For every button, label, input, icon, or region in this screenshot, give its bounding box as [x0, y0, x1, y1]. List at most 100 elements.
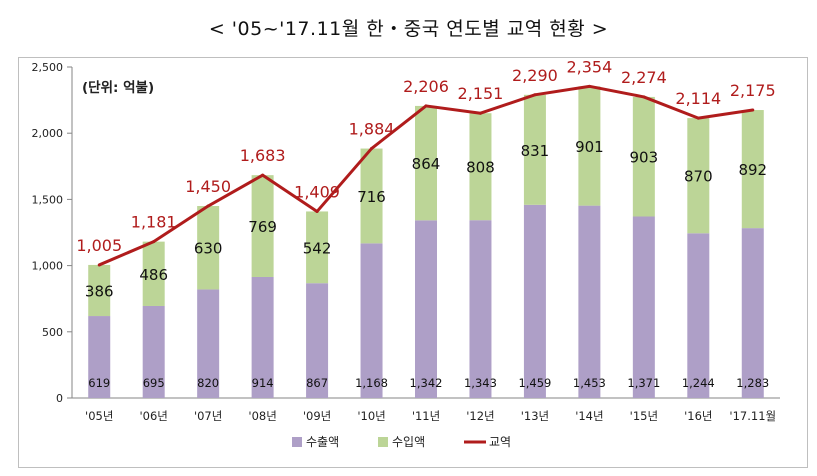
line-point [751, 108, 755, 112]
data-label-import: 901 [575, 138, 604, 156]
y-tick-label: 2,500 [32, 61, 64, 74]
bar-import [142, 241, 165, 306]
x-tick-label: '15년 [630, 409, 658, 423]
data-label-import: 716 [357, 188, 386, 206]
bar-export [687, 233, 710, 398]
line-point [642, 95, 646, 99]
data-label-export: 1,168 [355, 376, 388, 390]
bar-export [415, 220, 437, 398]
line-point [696, 116, 700, 120]
x-tick-label: '10년 [357, 409, 385, 423]
bar-import [741, 110, 764, 229]
line-point [533, 93, 537, 97]
data-label-export: 1,342 [410, 376, 443, 390]
data-label-total: 1,005 [76, 236, 122, 255]
data-label-total: 1,450 [185, 177, 231, 196]
data-label-import: 870 [684, 168, 713, 186]
data-label-total: 2,206 [403, 77, 449, 96]
data-label-total: 1,409 [294, 182, 340, 201]
data-label-import: 486 [139, 266, 168, 284]
bar-export [741, 228, 764, 398]
data-label-export: 1,244 [682, 376, 715, 390]
chart-frame [18, 57, 808, 468]
bar-export [306, 283, 329, 398]
data-label-import: 831 [521, 142, 550, 160]
data-label-total: 2,290 [512, 66, 558, 85]
bar-export [523, 204, 546, 398]
x-tick-label: '09년 [303, 409, 331, 423]
x-tick-label: '08년 [248, 409, 276, 423]
y-tick-label: 0 [56, 392, 63, 405]
data-label-export: 695 [143, 376, 165, 390]
bar-import [687, 118, 710, 234]
line-point [261, 173, 265, 177]
data-label-export: 820 [197, 376, 219, 390]
x-tick-label: '12년 [466, 409, 494, 423]
data-label-export: 1,453 [573, 376, 606, 390]
legend-label: 수출액 [306, 435, 339, 449]
legend-label: 교역 [489, 435, 511, 449]
line-point [315, 209, 319, 213]
bar-export [578, 205, 601, 398]
data-label-export: 1,371 [627, 376, 660, 390]
data-label-export: 1,283 [736, 376, 769, 390]
bar-import [197, 206, 220, 290]
data-label-import: 769 [248, 218, 277, 236]
line-point [478, 111, 482, 115]
data-label-import: 892 [738, 161, 767, 179]
legend-label: 수입액 [392, 435, 425, 449]
data-label-export: 1,459 [518, 376, 551, 390]
data-label-total: 1,181 [131, 213, 177, 232]
chart-title: < '05~'17.11월 한・중국 연도별 교역 현황 > [208, 18, 609, 40]
data-label-total: 2,354 [566, 57, 612, 76]
bar-import [88, 264, 111, 317]
bar-import [578, 86, 601, 206]
bar-import [523, 94, 546, 205]
data-label-total: 2,274 [621, 68, 667, 87]
x-tick-label: '07년 [194, 409, 222, 423]
bar-import [632, 96, 655, 217]
data-label-total: 2,114 [675, 89, 721, 108]
bar-export [469, 220, 492, 398]
data-label-export: 914 [252, 376, 274, 390]
y-tick-label: 2,000 [32, 127, 64, 140]
x-tick-label: '05년 [85, 409, 113, 423]
x-tick-label: '16년 [684, 409, 712, 423]
legend-swatch [378, 437, 388, 447]
data-label-export: 867 [306, 376, 328, 390]
x-tick-label: '14년 [575, 409, 603, 423]
bar-import [415, 105, 437, 221]
line-point [370, 147, 374, 151]
legend-swatch [292, 437, 302, 447]
data-label-import: 864 [412, 155, 441, 173]
data-label-total: 2,175 [730, 81, 776, 100]
line-point [152, 240, 156, 244]
data-label-export: 619 [88, 376, 110, 390]
line-point [97, 263, 101, 267]
bar-export [88, 316, 111, 398]
bar-export [142, 305, 165, 398]
data-label-import: 808 [466, 159, 495, 177]
bar-import [251, 175, 274, 277]
y-tick-label: 1,500 [32, 193, 64, 206]
bar-export [197, 289, 220, 398]
bar-import [469, 113, 492, 221]
x-tick-label: '06년 [140, 409, 168, 423]
bar-import [360, 148, 383, 244]
bar-import [306, 211, 329, 284]
data-label-total: 2,151 [458, 84, 504, 103]
data-label-total: 1,884 [349, 120, 395, 139]
x-tick-label: '17.11월 [729, 409, 776, 423]
bar-export [360, 243, 383, 398]
y-tick-label: 500 [42, 326, 63, 339]
y-tick-label: 1,000 [32, 260, 64, 273]
data-label-import: 630 [194, 240, 223, 258]
data-label-total: 1,683 [240, 146, 286, 165]
data-label-import: 903 [630, 149, 659, 167]
x-tick-label: '13년 [521, 409, 549, 423]
unit-label: (단위: 억불) [82, 79, 154, 96]
line-point [206, 204, 210, 208]
line-point [587, 84, 591, 88]
line-point [424, 104, 428, 108]
